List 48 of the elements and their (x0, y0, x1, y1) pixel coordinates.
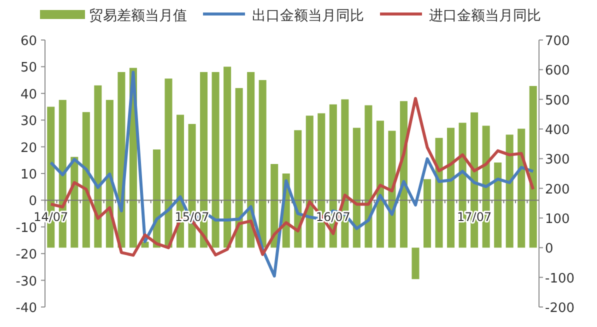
y2-tick-label: 700 (545, 34, 570, 49)
y2-tick-label: 200 (545, 182, 570, 198)
legend-label: 贸易差额当月值 (89, 8, 187, 24)
legend-label: 出口金额当月同比 (252, 8, 364, 24)
bar (424, 179, 432, 248)
y-tick-label: 0 (28, 194, 37, 210)
y-tick-label: -10 (16, 220, 37, 236)
y2-tick-label: 600 (545, 64, 570, 79)
y-tick-label: 30 (20, 114, 37, 130)
y-tick-label: -20 (16, 248, 37, 263)
bar (447, 128, 455, 248)
bar (352, 128, 360, 248)
y-tick-label: -30 (16, 274, 37, 290)
bar (518, 128, 526, 248)
x-tick-label: 16/07 (316, 210, 350, 224)
y2-tick-label: -200 (545, 301, 575, 316)
legend-label: 进口金额当月同比 (429, 8, 541, 24)
y-tick-label: 60 (20, 34, 37, 49)
bar (152, 149, 160, 248)
y-tick-label: 50 (20, 60, 37, 76)
bar (435, 138, 443, 248)
y2-tick-label: 100 (545, 212, 570, 227)
bar (506, 134, 514, 248)
bar (258, 80, 266, 248)
bar (224, 66, 232, 248)
bar (235, 88, 243, 248)
bar (376, 120, 384, 248)
y2-tick-label: 300 (545, 152, 570, 168)
y2-tick-label: -100 (545, 271, 575, 286)
y-tick-label: 10 (20, 168, 37, 182)
x-tick-label: 15/07 (174, 210, 210, 224)
bar (306, 116, 314, 248)
y-tick-label: 40 (20, 87, 37, 102)
y-tick-label: -40 (16, 301, 37, 316)
bar (212, 72, 220, 248)
bar (164, 78, 172, 248)
bar (494, 162, 502, 248)
bar (247, 72, 255, 248)
y2-tick-label: 0 (545, 242, 554, 257)
bar (270, 164, 278, 248)
y2-tick-label: 400 (545, 123, 570, 138)
y-tick-label: 20 (20, 140, 37, 156)
y2-tick-label: 500 (545, 93, 570, 108)
bar (364, 105, 372, 248)
bar (529, 86, 537, 248)
bar (94, 85, 102, 248)
bar (412, 248, 420, 280)
bar (82, 112, 90, 248)
